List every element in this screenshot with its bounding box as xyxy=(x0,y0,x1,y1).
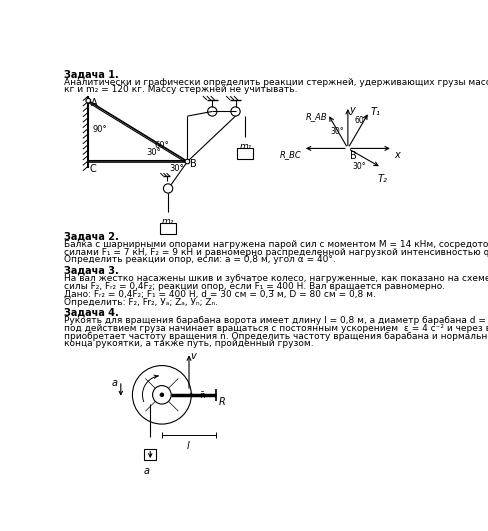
Text: Дано: Fᵣ₂ = 0,4F₂; F₁ = 400 Н, d = 30 см = 0,3̅ м, D = 80 см = 0,8 м.: Дано: Fᵣ₂ = 0,4F₂; F₁ = 400 Н, d = 30 см… xyxy=(64,290,375,299)
Circle shape xyxy=(86,98,90,103)
Text: Определить: F₂, Fr₂, Уₐ; Zₐ, Уₙ; Zₙ.: Определить: F₂, Fr₂, Уₐ; Zₐ, Уₙ; Zₙ. xyxy=(64,298,218,307)
Bar xyxy=(160,223,176,234)
Circle shape xyxy=(185,159,189,164)
Bar xyxy=(237,149,252,159)
Text: 60°: 60° xyxy=(353,116,367,125)
Text: R_AB: R_AB xyxy=(305,112,327,121)
Text: m₂: m₂ xyxy=(162,217,174,226)
Text: C: C xyxy=(90,164,96,174)
Circle shape xyxy=(152,386,171,404)
Text: Рукоять для вращения барабана ворота имеет длину l = 0,8 м, а диаметр барабана d: Рукоять для вращения барабана ворота име… xyxy=(64,316,488,326)
Text: B: B xyxy=(189,159,196,169)
Text: v: v xyxy=(190,351,196,361)
Text: Задача 3.: Задача 3. xyxy=(64,266,119,276)
Text: l: l xyxy=(186,441,189,451)
Text: R_BC: R_BC xyxy=(279,150,301,159)
Text: 60°: 60° xyxy=(154,141,168,150)
Text: T₂: T₂ xyxy=(377,174,386,184)
Text: Задача 1.: Задача 1. xyxy=(64,69,119,79)
Text: A: A xyxy=(90,98,97,108)
Circle shape xyxy=(230,107,240,116)
Bar xyxy=(144,449,156,459)
Circle shape xyxy=(163,184,172,193)
Text: 90°: 90° xyxy=(92,125,106,134)
Text: Аналитически и графически определить реакции стержней, удерживающих грузы массой: Аналитически и графически определить реа… xyxy=(64,78,488,87)
Text: На вал жестко насажены шкив и зубчатое колесо, нагруженные, как показано на схем: На вал жестко насажены шкив и зубчатое к… xyxy=(64,274,488,283)
Text: Задача 4.: Задача 4. xyxy=(64,308,119,318)
Circle shape xyxy=(132,365,191,424)
Text: 30°: 30° xyxy=(169,164,184,173)
Text: y: y xyxy=(349,105,354,115)
Text: конца рукоятки, а также путь, пройденный грузом.: конца рукоятки, а также путь, пройденный… xyxy=(64,339,313,348)
Text: m₁: m₁ xyxy=(239,142,251,151)
Circle shape xyxy=(207,107,217,116)
Text: a: a xyxy=(144,466,150,476)
Text: a: a xyxy=(111,378,117,388)
Text: силами F₁ = 7 кН, F₂ = 9 кН и равномерно распределенной нагрузкой интенсивностью: силами F₁ = 7 кН, F₂ = 9 кН и равномерно… xyxy=(64,248,488,257)
Text: n̄: n̄ xyxy=(199,391,204,400)
Text: 30°: 30° xyxy=(330,127,344,136)
Text: под действием груза начинает вращаться с постоянным ускорением  ε = 4 с⁻² и чере: под действием груза начинает вращаться с… xyxy=(64,324,488,333)
Text: Балка с шарнирными опорами нагружена парой сил с моментом M = 14 кНм, сосредоточ: Балка с шарнирными опорами нагружена пар… xyxy=(64,240,488,249)
Text: 30°: 30° xyxy=(146,149,161,157)
Text: Определить реакции опор, если: a = 0,8 м, угол α = 40°.: Определить реакции опор, если: a = 0,8 м… xyxy=(64,255,335,264)
Text: кг и m₂ = 120 кг. Массу стержней не учитывать.: кг и m₂ = 120 кг. Массу стержней не учит… xyxy=(64,85,297,95)
Text: Задача 2.: Задача 2. xyxy=(64,232,119,242)
Text: силы F₂, Fᵣ₂ = 0,4F₂; реакции опор, если F₁ = 400 Н. Вал вращается равномерно.: силы F₂, Fᵣ₂ = 0,4F₂; реакции опор, если… xyxy=(64,281,445,290)
Text: 30°: 30° xyxy=(352,162,366,172)
Text: B: B xyxy=(349,151,356,161)
Text: R: R xyxy=(218,397,225,407)
Text: приобретает частоту вращения n. Определить частоту вращения барабана и нормально: приобретает частоту вращения n. Определи… xyxy=(64,332,488,341)
Text: T₁: T₁ xyxy=(370,107,380,117)
Text: x: x xyxy=(393,150,399,160)
Circle shape xyxy=(160,393,163,396)
